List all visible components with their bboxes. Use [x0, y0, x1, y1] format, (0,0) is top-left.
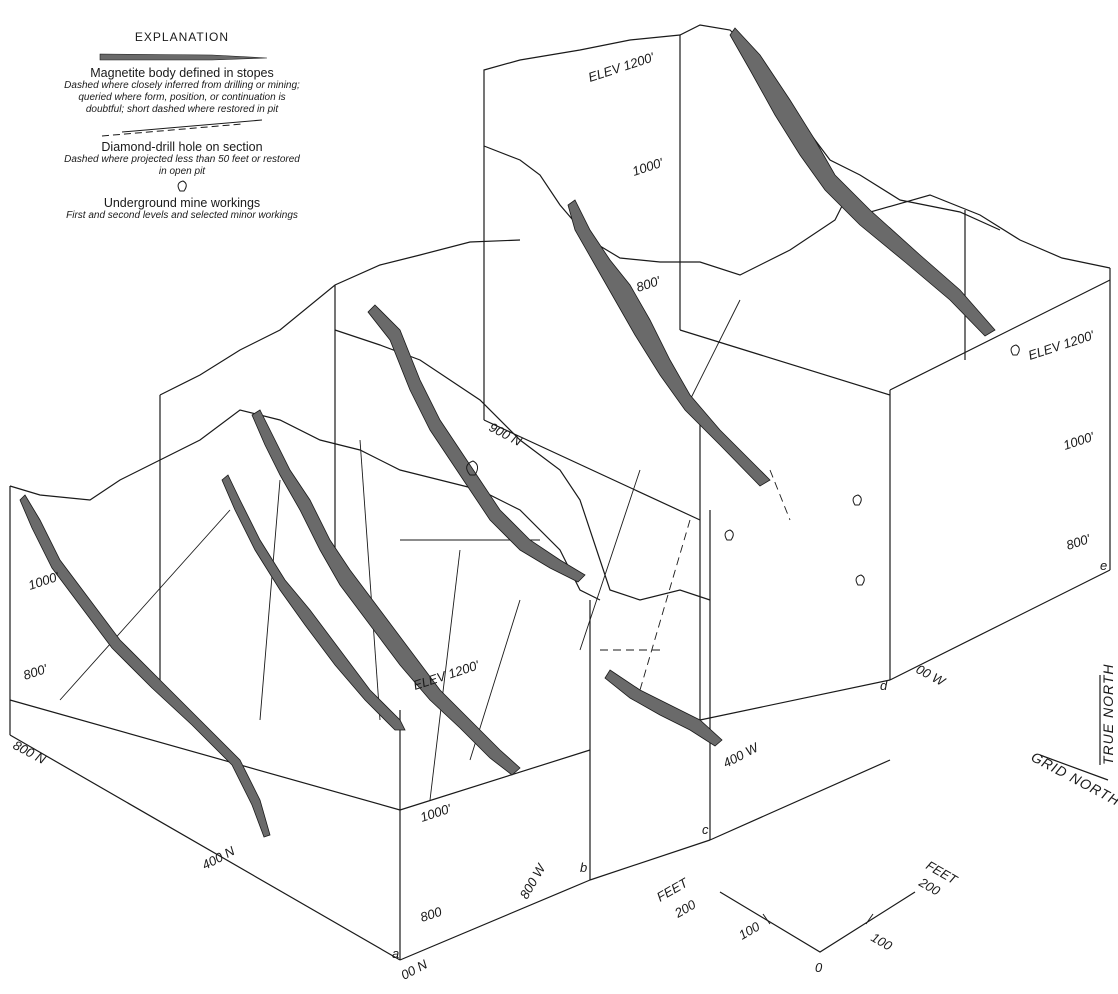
scale-bar: FEET 200 100 0 100 FEET 200 — [654, 858, 961, 975]
magnetite-bodies — [19, 27, 996, 838]
elev-label: ELEV 1200' — [1026, 327, 1096, 363]
elev-label: 800' — [634, 273, 662, 295]
drill-hole-projected — [769, 469, 791, 521]
drill-holes — [59, 299, 791, 801]
legend-drill-desc: Dashed where projected less than 50 feet… — [64, 154, 300, 177]
legend-magnetite-head: Magnetite body defined in stopes — [90, 66, 274, 80]
elev-label: 800 — [418, 904, 444, 925]
right-block-bottom — [889, 569, 1111, 681]
grid-label: 400 W — [720, 739, 762, 771]
grid-label: 00 N — [398, 956, 430, 982]
front-block-inner-base — [9, 699, 401, 811]
drill-hole — [689, 299, 741, 401]
section-letter: c — [702, 822, 709, 837]
drill-hole — [359, 439, 381, 721]
drill-hole — [59, 509, 231, 701]
scale-label: 0 — [815, 960, 823, 975]
legend-title: EXPLANATION — [134, 30, 230, 44]
mine-working — [852, 494, 862, 506]
magnetite-symbol — [99, 53, 268, 61]
front-block-inner-base2 — [399, 749, 591, 811]
back-block-top — [483, 24, 1001, 231]
section-letter: e — [1100, 558, 1107, 573]
back-block-profile — [483, 145, 1111, 276]
middle-block-profile — [159, 239, 521, 396]
front-block-profile — [9, 409, 601, 601]
north-indicator: TRUE NORTH GRID NORTH — [1029, 663, 1118, 808]
drill-hole — [259, 479, 281, 721]
legend-mine-desc: First and second levels and selected min… — [66, 210, 298, 221]
magnetite-body — [604, 669, 723, 747]
front-block-base-right — [399, 879, 591, 961]
scale-label: 200 — [671, 896, 699, 921]
section-letter: b — [580, 860, 587, 875]
grid-label: 800 W — [517, 860, 550, 902]
right-block-top-edge — [889, 279, 1111, 391]
back-block-bottom — [483, 419, 701, 521]
magnetite-body — [19, 494, 271, 838]
magnetite-body — [221, 474, 406, 731]
block-outlines — [9, 24, 1111, 961]
mine-working — [466, 460, 479, 476]
grid-label: 800 N — [11, 737, 49, 767]
elev-label: ELEV 1200' — [586, 49, 656, 85]
drill-hole-symbol — [101, 119, 263, 137]
mine-working-symbol — [177, 180, 187, 192]
mine-working — [724, 529, 734, 541]
legend: EXPLANATION Magnetite body defined in st… — [62, 30, 302, 222]
mine-workings — [466, 344, 1020, 586]
grid-label: 900 N — [487, 419, 525, 449]
front-block-base-right2 — [589, 839, 711, 881]
elev-label: 1000' — [418, 801, 453, 825]
elev-label: 1000' — [630, 155, 665, 179]
scale-label: 100 — [869, 930, 896, 954]
elev-label: 800' — [1064, 531, 1092, 553]
elev-label: 1000' — [26, 569, 61, 593]
front-block-base-left — [9, 734, 401, 961]
scale-tick — [865, 913, 874, 925]
scale-label: 100 — [736, 918, 763, 942]
elev-label: 1000' — [1061, 429, 1096, 453]
magnetite-body — [367, 304, 586, 583]
mine-working — [1010, 344, 1020, 356]
back-block-bottom-2 — [679, 329, 891, 396]
scale-axes — [719, 891, 916, 953]
scale-tick — [762, 913, 771, 925]
section-letter: d — [880, 678, 888, 693]
true-north-label: TRUE NORTH — [1100, 663, 1116, 765]
magnetite-body — [567, 199, 771, 487]
middle-block-edge-d2 — [699, 679, 891, 721]
legend-magnetite-desc: Dashed where closely inferred from drill… — [64, 80, 300, 115]
drill-hole — [579, 469, 641, 651]
drill-hole — [429, 549, 461, 801]
section-c-base — [709, 759, 891, 841]
magnetite-body — [251, 409, 521, 776]
grid-label: 00 W — [914, 661, 949, 689]
magnetite-body — [729, 27, 996, 337]
mine-working — [855, 574, 865, 586]
elev-label: 800' — [21, 661, 49, 683]
legend-drill-head: Diamond-drill hole on section — [101, 140, 263, 154]
drill-hole-projected — [639, 519, 691, 691]
legend-mine-head: Underground mine workings — [103, 196, 261, 210]
grid-north-line — [1039, 754, 1109, 781]
section-letter: a — [392, 946, 399, 961]
middle-block-surface — [334, 329, 711, 601]
